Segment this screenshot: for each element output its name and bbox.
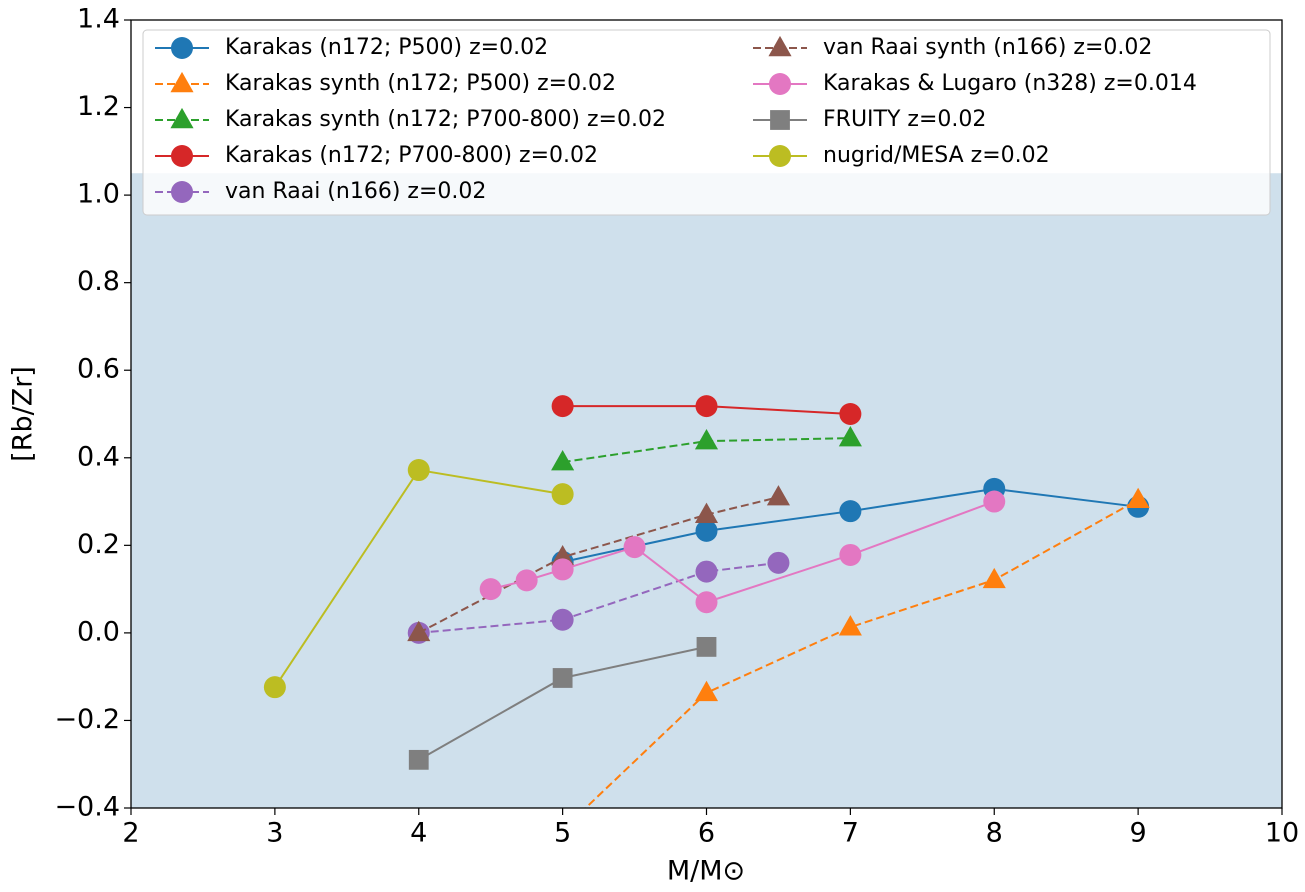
square-marker [696,636,717,657]
triangle-marker [694,680,719,702]
x-tick-label: 3 [266,818,283,849]
x-tick-label: 4 [410,818,427,849]
legend-label: Karakas & Lugaro (n328) z=0.014 [823,71,1197,96]
x-tick-label: 8 [986,818,1003,849]
plot-area [263,395,1150,808]
triangle-marker [170,107,194,129]
x-tick-label: 2 [122,818,139,849]
triangle-marker [838,615,862,636]
triangle-marker [694,502,719,523]
x-tick-label: 7 [842,818,859,849]
circle-marker [769,73,791,95]
shaded-region [131,173,1282,808]
triangle-marker [838,425,862,447]
x-axis-label: M/M⊙ [667,856,745,887]
circle-marker [171,181,193,203]
triangle-marker [768,35,792,57]
circle-marker [407,459,430,482]
circle-marker [839,543,862,566]
circle-marker [695,519,718,542]
triangle-marker [694,429,719,450]
circle-marker [839,500,862,523]
triangle-marker [407,620,431,642]
y-tick-label: 1.4 [77,4,120,35]
circle-marker [695,395,718,418]
circle-marker [623,536,646,559]
circle-marker [983,490,1006,513]
x-tick-label: 9 [1130,818,1147,849]
circle-marker [551,395,574,418]
square-marker [408,749,429,770]
circle-marker [171,145,193,167]
y-tick-label: 1.0 [77,179,120,210]
legend-box [142,29,1271,216]
legend-label: van Raai (n166) z=0.02 [225,179,486,204]
x-tick-label: 10 [1265,818,1299,849]
series-line [418,561,779,634]
circle-marker [695,560,718,583]
legend-label: nugrid/MESA z=0.02 [823,143,1050,168]
circle-marker [695,591,718,614]
circle-marker [263,676,286,699]
triangle-marker [766,485,790,506]
y-tick-label: 1.2 [77,91,120,122]
series-line [418,496,779,634]
triangle-marker [170,71,194,93]
circle-marker [479,578,502,601]
triangle-marker [1126,487,1150,509]
legend-label: Karakas synth (n172; P500) z=0.02 [225,71,616,96]
x-tick-label: 6 [698,818,715,849]
legend-label: Karakas (n172; P700-800) z=0.02 [225,143,598,168]
y-tick-label: 0.0 [77,616,120,647]
y-tick-label: 0.8 [77,266,120,297]
legend-label: van Raai synth (n166) z=0.02 [823,35,1152,60]
y-tick-label: 0.6 [77,354,120,385]
triangle-marker [551,450,575,471]
circle-marker [171,37,193,59]
triangle-marker [982,567,1006,589]
legend: Karakas (n172; P500) z=0.02 Karakas synth… [142,29,1271,216]
y-tick-label: −0.2 [54,704,120,735]
legend-label: Karakas synth (n172; P700-800) z=0.02 [225,107,666,132]
circle-marker [769,145,791,167]
circle-marker [515,569,538,592]
x-tick-label: 5 [554,818,571,849]
circle-marker [551,608,574,631]
circle-marker [767,551,790,574]
square-marker [770,110,790,130]
y-tick-label: 0.2 [77,529,120,560]
plot-frame [130,19,1283,809]
square-marker [552,668,573,688]
legend-label: FRUITY z=0.02 [823,107,986,132]
circle-marker [839,403,862,425]
circle-marker [551,483,574,506]
legend-label: Karakas (n172; P500) z=0.02 [225,35,548,60]
y-tick-label: 0.4 [77,441,120,472]
y-axis-label: [Rb/Zr] [8,366,39,462]
y-tick-label: −0.4 [54,792,120,823]
series-line [584,498,1139,808]
circle-marker [551,558,574,581]
